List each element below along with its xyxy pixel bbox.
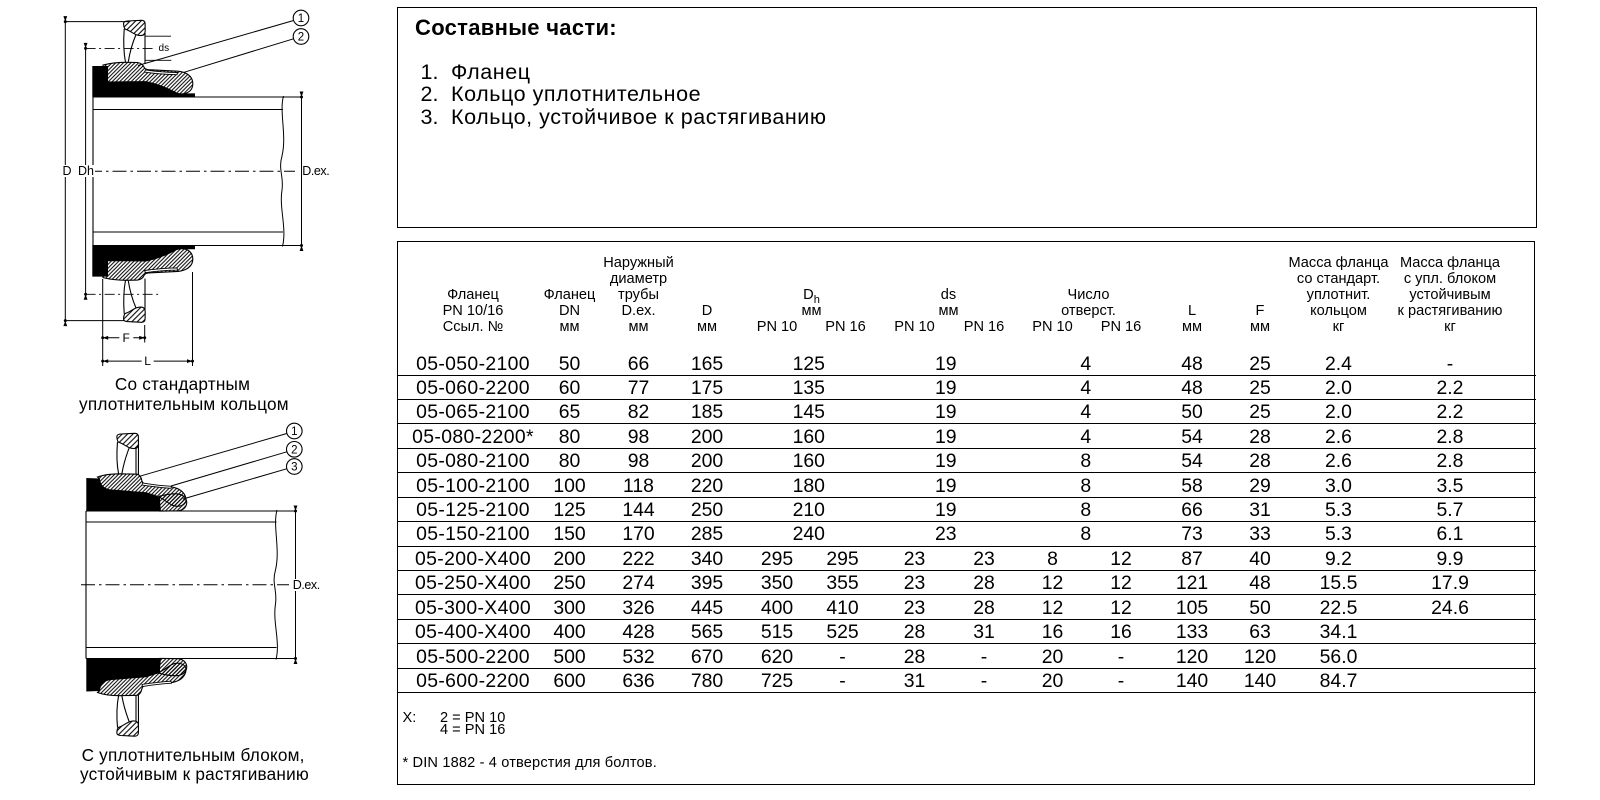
svg-text:3: 3 [291, 462, 297, 474]
svg-text:2: 2 [298, 32, 304, 44]
svg-text:1: 1 [291, 426, 297, 438]
svg-text:1: 1 [298, 13, 304, 25]
svg-text:2: 2 [291, 444, 297, 456]
